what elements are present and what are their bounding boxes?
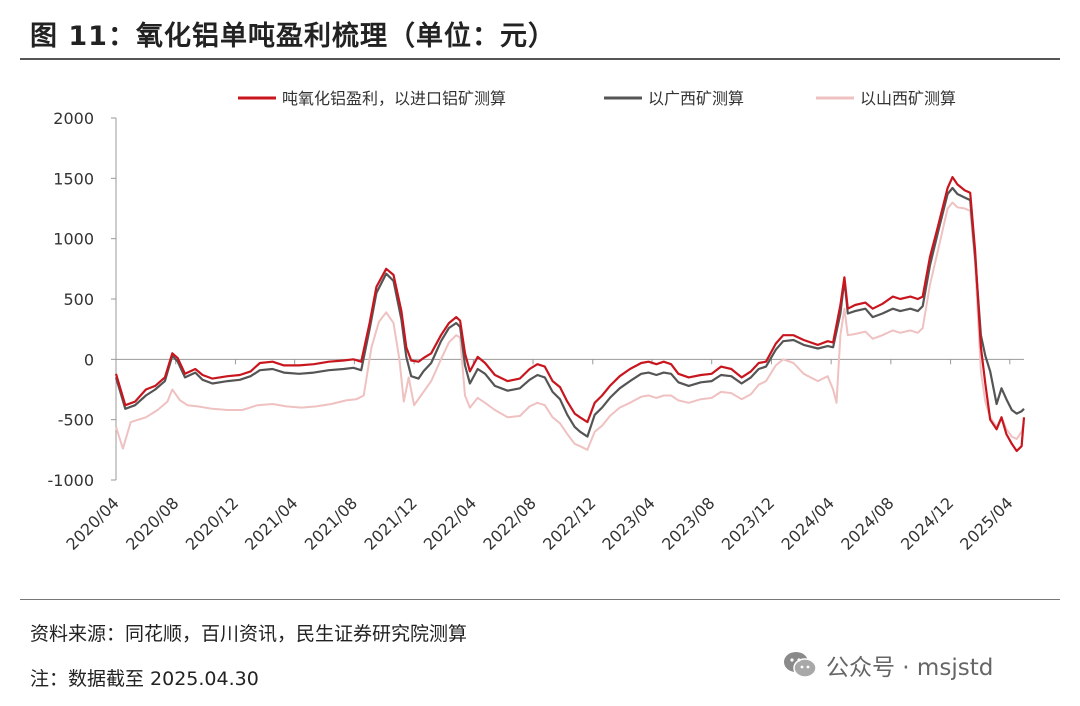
y-tick-label: 1500 <box>53 169 94 188</box>
x-tick-label: 2020/12 <box>182 493 242 553</box>
x-tick-label: 2023/04 <box>598 493 658 553</box>
x-tick-label: 2024/12 <box>897 493 957 553</box>
x-tick-label: 2024/08 <box>837 493 897 553</box>
legend-label-1: 吨氧化铝盈利，以进口铝矿测算 <box>282 89 506 108</box>
chart-legend: 吨氧化铝盈利，以进口铝矿测算 以广西矿测算 以山西矿测算 <box>238 89 956 108</box>
x-tick-label: 2020/04 <box>62 493 122 553</box>
y-tick-label: -500 <box>58 411 94 430</box>
y-tick-label: -1000 <box>48 471 95 490</box>
y-axis: 2000 1500 1000 500 0 -500 -1000 <box>48 109 117 490</box>
wechat-icon <box>784 652 817 678</box>
watermark-text: 公众号 · msjstd <box>826 655 994 681</box>
legend-label-3: 以山西矿测算 <box>860 89 956 108</box>
line-chart: 2000 1500 1000 500 0 -500 -1000 2020/04 2020/08… <box>48 89 1026 554</box>
figure-title: 图 11：氧化铝单吨盈利梳理（单位：元） <box>30 21 556 52</box>
x-tick-label: 2021/04 <box>241 493 301 553</box>
x-tick-label: 2022/12 <box>539 493 599 553</box>
x-tick-label: 2023/08 <box>658 493 718 553</box>
y-tick-label: 2000 <box>53 109 94 128</box>
x-tick-label: 2020/08 <box>122 493 182 553</box>
series-line-2 <box>114 186 1025 438</box>
x-tick-label: 2021/12 <box>360 493 420 553</box>
y-tick-label: 500 <box>63 290 94 309</box>
x-tick-label: 2025/04 <box>956 493 1016 553</box>
series-line-1 <box>114 176 1026 453</box>
chart-series <box>114 176 1026 453</box>
source-note: 资料来源：同花顺，百川资讯，民生证券研究院测算 <box>30 623 468 645</box>
y-tick-label: 1000 <box>53 230 94 249</box>
legend-label-2: 以广西矿测算 <box>648 89 744 108</box>
x-tick-label: 2024/04 <box>778 493 838 553</box>
footer-divider <box>20 599 1060 600</box>
series-line-3 <box>115 201 1025 451</box>
x-tick-label: 2022/04 <box>420 493 480 553</box>
x-tick-label: 2022/08 <box>479 493 539 553</box>
x-tick-label: 2021/08 <box>301 493 361 553</box>
x-tick-label: 2023/12 <box>718 493 778 553</box>
y-tick-label: 0 <box>84 350 94 369</box>
watermark: 公众号 · msjstd <box>782 648 993 682</box>
data-cutoff-note: 注：数据截至 2025.04.30 <box>30 668 259 690</box>
title-divider <box>20 58 1060 60</box>
